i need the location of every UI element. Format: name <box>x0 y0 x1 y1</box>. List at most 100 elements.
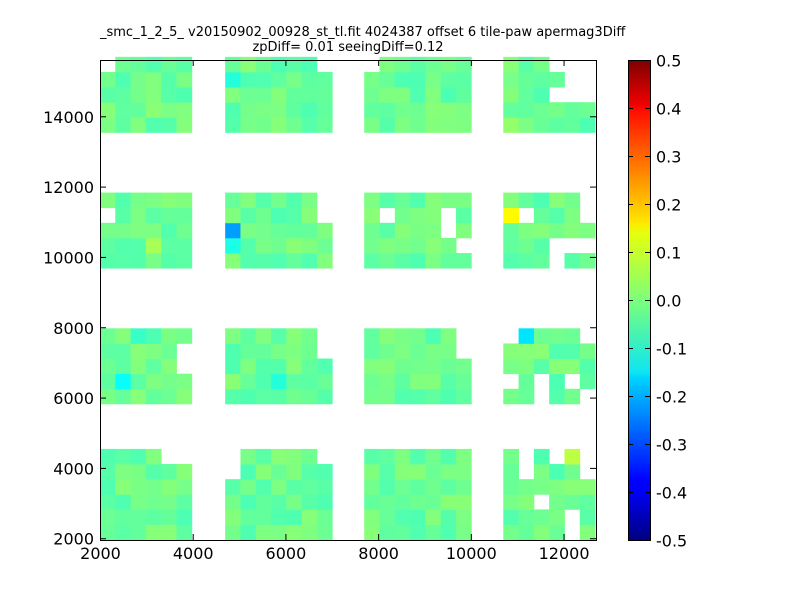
heatmap-cell <box>225 373 241 390</box>
heatmap-cell <box>145 207 162 224</box>
heatmap-cell <box>100 358 116 375</box>
heatmap-cell <box>503 192 519 209</box>
heatmap-cell <box>533 237 550 254</box>
heatmap-cell <box>379 373 396 390</box>
heatmap-cell <box>364 87 380 103</box>
y-tick-label: 8000 <box>53 319 94 338</box>
heatmap-cell <box>271 373 287 390</box>
heatmap-cell <box>316 222 333 239</box>
heatmap-cell <box>225 388 241 405</box>
heatmap-cell <box>115 448 131 465</box>
heatmap-cell <box>240 71 257 88</box>
heatmap-cell <box>161 117 177 133</box>
heatmap-cell <box>533 192 550 209</box>
heatmap-cell <box>456 56 472 73</box>
heatmap-cell <box>176 102 193 118</box>
heatmap-cell <box>255 464 272 480</box>
heatmap-cell <box>225 117 241 133</box>
heatmap-cell <box>364 71 380 88</box>
x-tick-label: 10000 <box>446 544 497 563</box>
heatmap-cell <box>456 87 472 103</box>
heatmap-cell <box>503 358 519 375</box>
heatmap-cell <box>240 87 257 103</box>
heatmap-cell <box>286 222 303 239</box>
heatmap-cell <box>225 71 241 88</box>
heatmap-cell <box>225 237 241 254</box>
heatmap-cell <box>425 448 442 465</box>
heatmap-cell <box>240 253 257 269</box>
heatmap-cell <box>440 71 457 88</box>
heatmap-cell <box>130 207 147 224</box>
heatmap-cell <box>456 524 472 541</box>
heatmap-cell <box>440 388 457 405</box>
heatmap-cell <box>425 479 442 495</box>
heatmap-cell <box>286 448 303 465</box>
heatmap-cell <box>130 464 147 480</box>
heatmap-cell <box>176 464 193 480</box>
heatmap-cell <box>130 192 147 209</box>
colorbar-tick-label: -0.1 <box>656 340 687 359</box>
heatmap-cell <box>130 102 147 118</box>
heatmap-cell <box>425 56 442 73</box>
heatmap-cell <box>301 71 318 88</box>
heatmap-cell <box>549 479 565 495</box>
heatmap-cell <box>271 207 287 224</box>
heatmap-cell <box>301 102 318 118</box>
heatmap-cell <box>503 222 519 239</box>
heatmap-cell <box>176 524 193 541</box>
heatmap-cell <box>518 373 535 390</box>
heatmap-cell <box>410 56 426 73</box>
heatmap-cell <box>456 117 472 133</box>
heatmap-cell <box>440 237 457 254</box>
heatmap-cell <box>549 192 565 209</box>
colorbar-tick-label: 0.2 <box>656 196 681 215</box>
heatmap-cell <box>503 56 519 73</box>
heatmap-cell <box>145 343 162 359</box>
heatmap-cell <box>176 71 193 88</box>
heatmap-cell <box>364 388 380 405</box>
chart-subtitle: zpDiff= 0.01 seeingDiff=0.12 <box>252 40 444 55</box>
heatmap-cell <box>316 509 333 525</box>
heatmap-cell <box>301 192 318 209</box>
heatmap-cell <box>301 358 318 375</box>
heatmap-cell <box>225 358 241 375</box>
heatmap-cell <box>176 509 193 525</box>
heatmap-cell <box>301 479 318 495</box>
heatmap-cell <box>100 464 116 480</box>
heatmap-cell <box>286 56 303 73</box>
heatmap-cell <box>271 237 287 254</box>
y-tick-label: 2000 <box>53 530 94 549</box>
heatmap-cell <box>100 328 116 344</box>
heatmap-cell <box>316 494 333 510</box>
colorbar-tick-label: 0.3 <box>656 148 681 167</box>
heatmap-cell <box>456 207 472 224</box>
heatmap-cell <box>316 71 333 88</box>
heatmap-cell <box>410 494 426 510</box>
heatmap-cell <box>100 222 116 239</box>
heatmap-cell <box>579 222 596 239</box>
heatmap-cell <box>364 207 380 224</box>
heatmap-cell <box>410 71 426 88</box>
heatmap-cell <box>379 102 396 118</box>
heatmap-cell <box>503 448 519 465</box>
heatmap-cell <box>100 117 116 133</box>
heatmap-cell <box>456 373 472 390</box>
heatmap-cell <box>394 102 411 118</box>
heatmap-cell <box>394 373 411 390</box>
heatmap-cell <box>115 343 131 359</box>
colorbar-tick-label: 0.4 <box>656 100 681 119</box>
heatmap-cell <box>394 388 411 405</box>
heatmap-cell <box>316 373 333 390</box>
heatmap-cell <box>161 464 177 480</box>
heatmap-cell <box>115 464 131 480</box>
heatmap-cell <box>410 222 426 239</box>
heatmap-cell <box>549 207 565 224</box>
heatmap-cell <box>255 117 272 133</box>
heatmap-cell <box>176 237 193 254</box>
heatmap-cell <box>410 373 426 390</box>
heatmap-cell <box>240 222 257 239</box>
heatmap-cell <box>549 343 565 359</box>
colorbar-axis: 0.5 0.4 0.3 0.2 0.1 0.0 -0.1 -0.2 -0.3 -0.4 -0.5 <box>628 52 687 551</box>
heatmap-cell <box>394 464 411 480</box>
heatmap-cell <box>176 373 193 390</box>
